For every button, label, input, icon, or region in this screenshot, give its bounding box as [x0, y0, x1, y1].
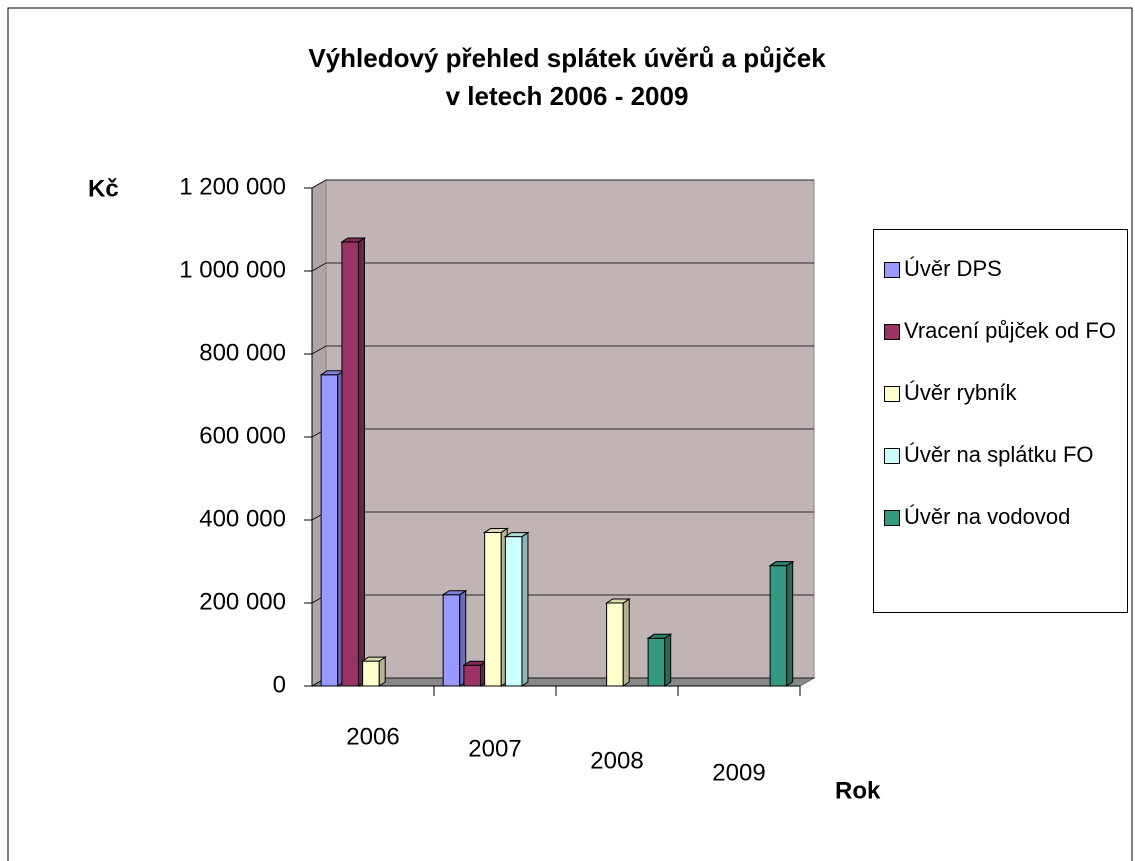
bar [604, 598, 631, 687]
bar [441, 589, 468, 687]
x-tick-label: 2006 [346, 723, 399, 750]
bar-front [341, 241, 359, 687]
chart-title: Výhledový přehled splátek úvěrů a půjček [308, 43, 826, 73]
bar-top [340, 237, 367, 243]
bar-side [357, 237, 365, 687]
bar [482, 527, 509, 687]
floor [310, 677, 816, 687]
legend-item: Úvěr na vodovod [884, 504, 1119, 566]
bar-front [484, 531, 502, 687]
y-tick-label: 0 [273, 671, 286, 698]
legend-swatch [884, 262, 900, 278]
legend-label: Úvěr rybník [904, 380, 1017, 405]
bar-side [521, 531, 529, 687]
grid-line [311, 179, 814, 189]
y-tick-label: 600 000 [199, 422, 286, 449]
bar [360, 656, 387, 687]
bar-side [664, 633, 672, 687]
legend-swatch [884, 386, 900, 402]
bar-side [378, 656, 386, 687]
bar-top [360, 656, 387, 662]
bar-front [504, 536, 523, 687]
legend-label: Vracení půjček od FO [904, 318, 1116, 343]
grid-line [311, 262, 814, 272]
bar [646, 633, 673, 687]
legend-item: Úvěr na splátku FO [884, 442, 1119, 504]
bar-side [622, 598, 630, 687]
legend-label: Úvěr na vodovod [904, 504, 1071, 529]
bar [768, 560, 795, 687]
bar-front [647, 637, 666, 687]
legend-swatch [884, 324, 900, 340]
legend-swatch [884, 510, 900, 526]
bar [503, 531, 530, 687]
x-tick-label: 2008 [590, 747, 643, 774]
bar-front [606, 602, 624, 687]
y-tick-label: 400 000 [199, 505, 286, 532]
y-axis-label: Kč [88, 175, 119, 202]
y-tick-label: 1 000 000 [179, 256, 286, 283]
bar [319, 369, 346, 687]
legend-label: Úvěr na splátku FO [904, 442, 1094, 467]
legend-item: Úvěr rybník [884, 380, 1119, 442]
bar-top [768, 561, 795, 567]
bar-top [503, 532, 530, 538]
bar [462, 660, 489, 687]
legend-label: Úvěr DPS [904, 256, 1002, 281]
bar-side [786, 560, 794, 687]
y-tick-label: 800 000 [199, 339, 286, 366]
bar-front [442, 594, 461, 687]
bar [340, 237, 367, 687]
bar-top [441, 590, 468, 596]
x-tick-label: 2009 [712, 759, 765, 786]
legend-item: Úvěr DPS [884, 256, 1119, 318]
bar-front [362, 660, 380, 687]
x-tick-label: 2007 [468, 735, 521, 762]
bar-front [463, 664, 481, 687]
bar-top [604, 598, 631, 604]
chart-subtitle: v letech 2006 - 2009 [446, 81, 689, 111]
bar-front [320, 374, 339, 687]
x-axis-label: Rok [835, 777, 881, 804]
bar-top [646, 633, 673, 639]
legend-item: Vracení půjček od FO [884, 318, 1119, 380]
legend: Úvěr DPS Vracení půjček od FO Úvěr rybník Ú… [873, 229, 1128, 613]
bar-top [482, 527, 509, 533]
bar-front [769, 565, 788, 687]
grid-line [311, 345, 814, 355]
legend-swatch [884, 448, 900, 464]
y-tick-label: 1 200 000 [179, 173, 286, 200]
y-tick-label: 200 000 [199, 588, 286, 615]
